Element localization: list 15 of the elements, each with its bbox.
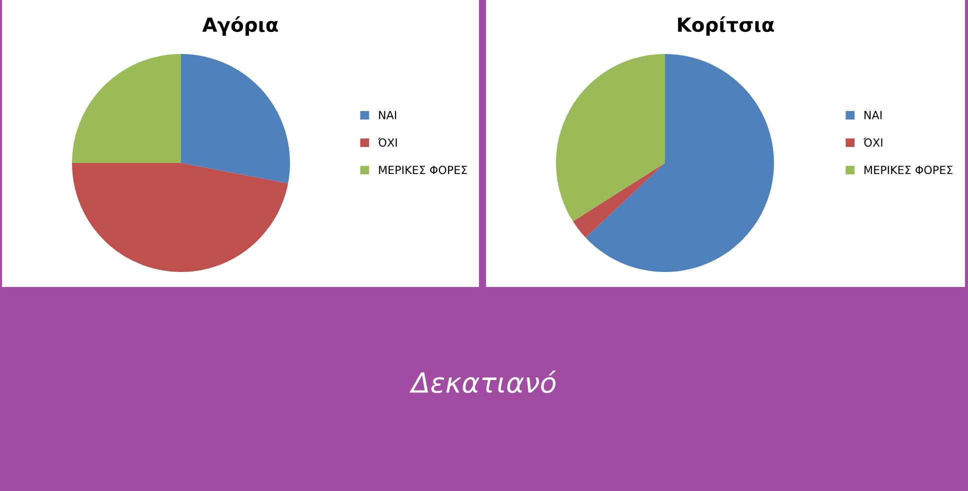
pie-slice xyxy=(72,54,181,163)
legend-label: ΝΑΙ xyxy=(379,111,396,120)
pie-slice xyxy=(586,54,774,272)
legend-label: ΌΧΙ xyxy=(863,138,882,147)
text: Δεκατιανό xyxy=(409,370,556,394)
pie-slice xyxy=(181,54,290,184)
pie-slice xyxy=(72,163,288,272)
chart-title: Αγόρια xyxy=(202,16,278,36)
legend-label: ΌΧΙ xyxy=(378,138,397,147)
chart-title: Κορίτσια xyxy=(678,16,774,36)
legend-label: ΝΑΙ xyxy=(864,111,882,120)
legend-label: ΜΕΡΙΚΕΣ ΦΟΡΕΣ xyxy=(379,166,467,174)
legend-label: ΜΕΡΙΚΕΣ ΦΟΡΕΣ xyxy=(864,166,952,174)
pie-slice xyxy=(556,54,665,222)
pie-slice xyxy=(572,163,665,238)
